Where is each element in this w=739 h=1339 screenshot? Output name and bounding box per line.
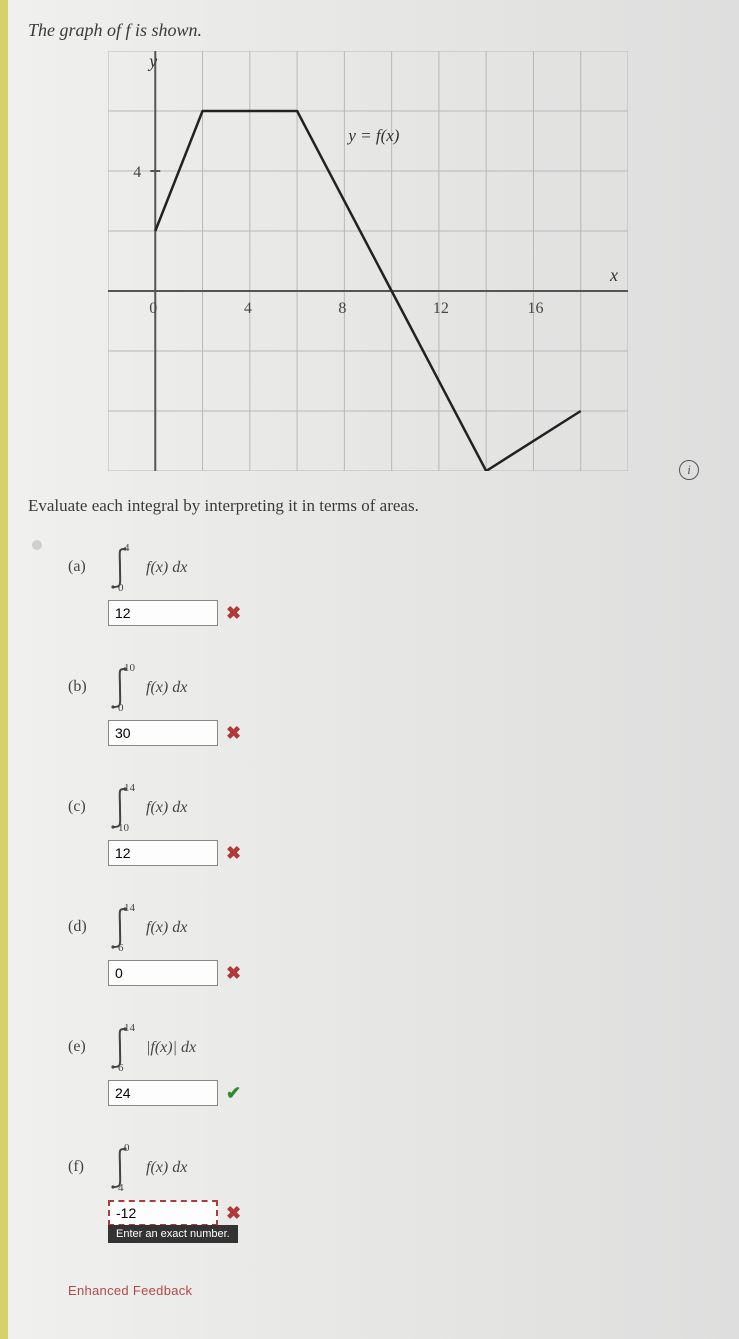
check-icon: ✔	[226, 1083, 241, 1104]
integral-upper: 4	[124, 542, 130, 554]
integral: 4 0 f(x) dx	[108, 546, 187, 590]
integral-sign: 4 0	[108, 546, 130, 590]
svg-text:4: 4	[133, 164, 141, 181]
answer-input[interactable]	[108, 1080, 218, 1106]
integrand: f(x) dx	[146, 559, 187, 577]
integral-upper: 0	[124, 1142, 130, 1154]
integral: 0 4 f(x) dx	[108, 1146, 187, 1190]
problem-label: (b)	[68, 666, 96, 696]
problem-expression: (d) 14 6 f(x) dx	[68, 906, 719, 950]
answer-input[interactable]	[108, 720, 218, 746]
cross-icon: ✖	[226, 603, 241, 624]
integral-upper: 14	[124, 1022, 135, 1034]
svg-text:16: 16	[527, 300, 543, 317]
integrand: f(x) dx	[146, 1159, 187, 1177]
answer-row: ✖	[108, 720, 719, 746]
tooltip-label: Enter an exact number.	[108, 1225, 238, 1243]
answer-row: ✖	[108, 1200, 719, 1226]
integral-upper: 10	[124, 662, 135, 674]
svg-text:8: 8	[338, 300, 346, 317]
integral-lower: 4	[118, 1182, 124, 1194]
answer-row: ✔	[108, 1080, 719, 1106]
problem: (a) 4 0 f(x) dx ✖	[68, 546, 719, 626]
integral-lower: 6	[118, 942, 124, 954]
integrand: f(x) dx	[146, 919, 187, 937]
integral-sign: 14 6	[108, 1026, 130, 1070]
input-tooltip: Enter an exact number.	[108, 1224, 719, 1243]
integral: 14 6 |f(x)| dx	[108, 1026, 196, 1070]
problem: (e) 14 6 |f(x)| dx ✔	[68, 1026, 719, 1106]
integral-sign: 10 0	[108, 666, 130, 710]
answer-input[interactable]	[108, 600, 218, 626]
integral-lower: 0	[118, 702, 124, 714]
integrand: f(x) dx	[146, 679, 187, 697]
problem: (b) 10 0 f(x) dx ✖	[68, 666, 719, 746]
answer-row: ✖	[108, 600, 719, 626]
svg-text:x: x	[609, 265, 618, 285]
answer-input[interactable]	[108, 840, 218, 866]
problem-label: (e)	[68, 1026, 96, 1056]
graph-svg: 0 4 8 12 16 4 y x y = f(x)	[108, 51, 628, 471]
integral-upper: 14	[124, 902, 135, 914]
integral-lower: 10	[118, 822, 129, 834]
subprompt-text: Evaluate each integral by interpreting i…	[28, 496, 719, 516]
answer-row: ✖	[108, 840, 719, 866]
problem: (c) 14 10 f(x) dx ✖	[68, 786, 719, 866]
answer-row: ✖	[108, 960, 719, 986]
problem: (f) 0 4 f(x) dx ✖Enter an exact number.	[68, 1146, 719, 1243]
problem-label: (a)	[68, 546, 96, 576]
problem-expression: (a) 4 0 f(x) dx	[68, 546, 719, 590]
problem-label: (d)	[68, 906, 96, 936]
answer-input[interactable]	[108, 1200, 218, 1226]
problem-label: (f)	[68, 1146, 96, 1176]
prompt-text: The graph of f is shown.	[28, 20, 719, 41]
integral: 14 6 f(x) dx	[108, 906, 187, 950]
integrand: |f(x)| dx	[146, 1039, 196, 1057]
integral-lower: 6	[118, 1062, 124, 1074]
svg-text:4: 4	[244, 300, 252, 317]
problem-expression: (f) 0 4 f(x) dx	[68, 1146, 719, 1190]
page: The graph of f is shown. 0 4 8 12 16 4 y x y = f…	[0, 0, 739, 1339]
svg-text:12: 12	[433, 300, 449, 317]
problem-expression: (b) 10 0 f(x) dx	[68, 666, 719, 710]
cross-icon: ✖	[226, 963, 241, 984]
problem: (d) 14 6 f(x) dx ✖	[68, 906, 719, 986]
problem-expression: (c) 14 10 f(x) dx	[68, 786, 719, 830]
integral: 14 10 f(x) dx	[108, 786, 187, 830]
problem-expression: (e) 14 6 |f(x)| dx	[68, 1026, 719, 1070]
cross-icon: ✖	[226, 723, 241, 744]
problems-list: (a) 4 0f(x) dx✖(b) 10 0f(x) dx✖(c) 14 10…	[28, 546, 719, 1243]
integral-sign: 0 4	[108, 1146, 130, 1190]
integral: 10 0 f(x) dx	[108, 666, 187, 710]
integral-upper: 14	[124, 782, 135, 794]
graph-container: 0 4 8 12 16 4 y x y = f(x)	[108, 51, 719, 476]
integral-sign: 14 10	[108, 786, 130, 830]
svg-text:0: 0	[149, 300, 157, 317]
answer-input[interactable]	[108, 960, 218, 986]
svg-text:y = f(x): y = f(x)	[346, 126, 399, 145]
integrand: f(x) dx	[146, 799, 187, 817]
cross-icon: ✖	[226, 843, 241, 864]
info-icon[interactable]: i	[679, 460, 699, 480]
problem-label: (c)	[68, 786, 96, 816]
integral-sign: 14 6	[108, 906, 130, 950]
svg-text:y: y	[147, 51, 157, 71]
integral-lower: 0	[118, 582, 124, 594]
cross-icon: ✖	[226, 1203, 241, 1224]
bullet-decor	[32, 540, 42, 550]
enhanced-feedback-link[interactable]: Enhanced Feedback	[68, 1283, 719, 1298]
